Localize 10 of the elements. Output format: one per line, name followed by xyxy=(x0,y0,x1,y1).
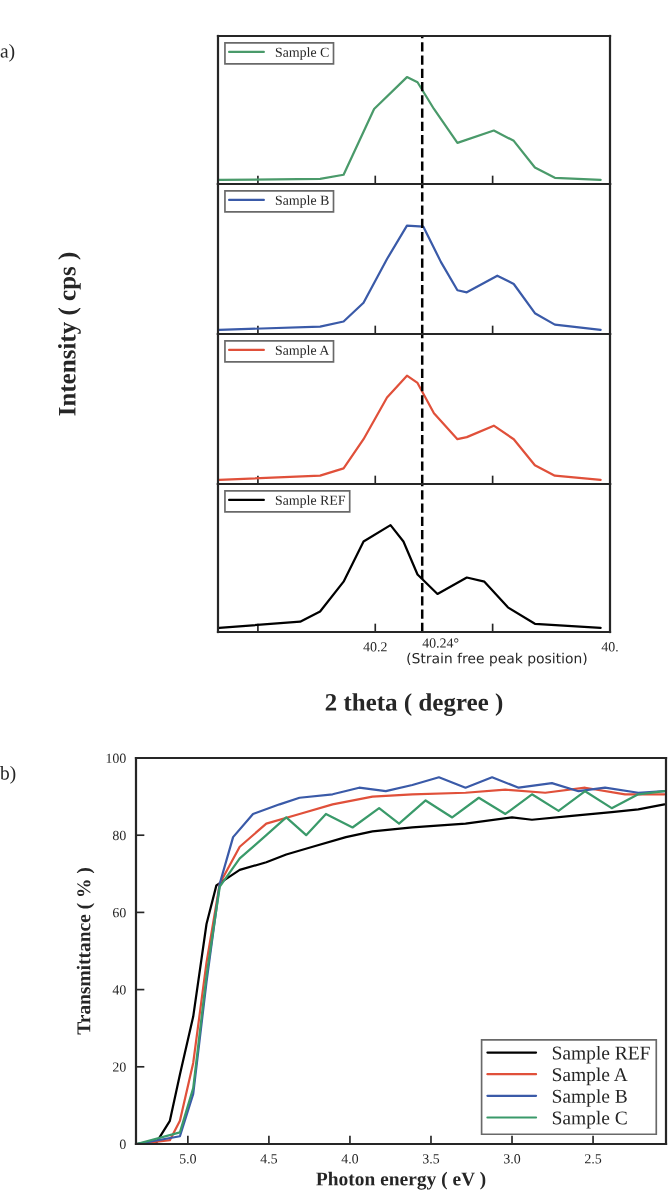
x-axis-title: 2 theta ( degree ) xyxy=(325,693,503,717)
text: b) xyxy=(0,766,16,784)
x-axis-title: Photon energy ( eV ) xyxy=(316,1171,486,1190)
y-axis-title: Intensity ( cps ) xyxy=(58,252,81,416)
legend-label: Sample C xyxy=(552,1110,627,1129)
legend-label: Sample REF xyxy=(552,1045,650,1064)
legend-label: Sample B xyxy=(552,1089,627,1107)
text: a) xyxy=(0,44,15,62)
y-axis-title: Transmittance ( % ) xyxy=(76,868,95,1035)
legend-label: Sample A xyxy=(552,1067,628,1086)
